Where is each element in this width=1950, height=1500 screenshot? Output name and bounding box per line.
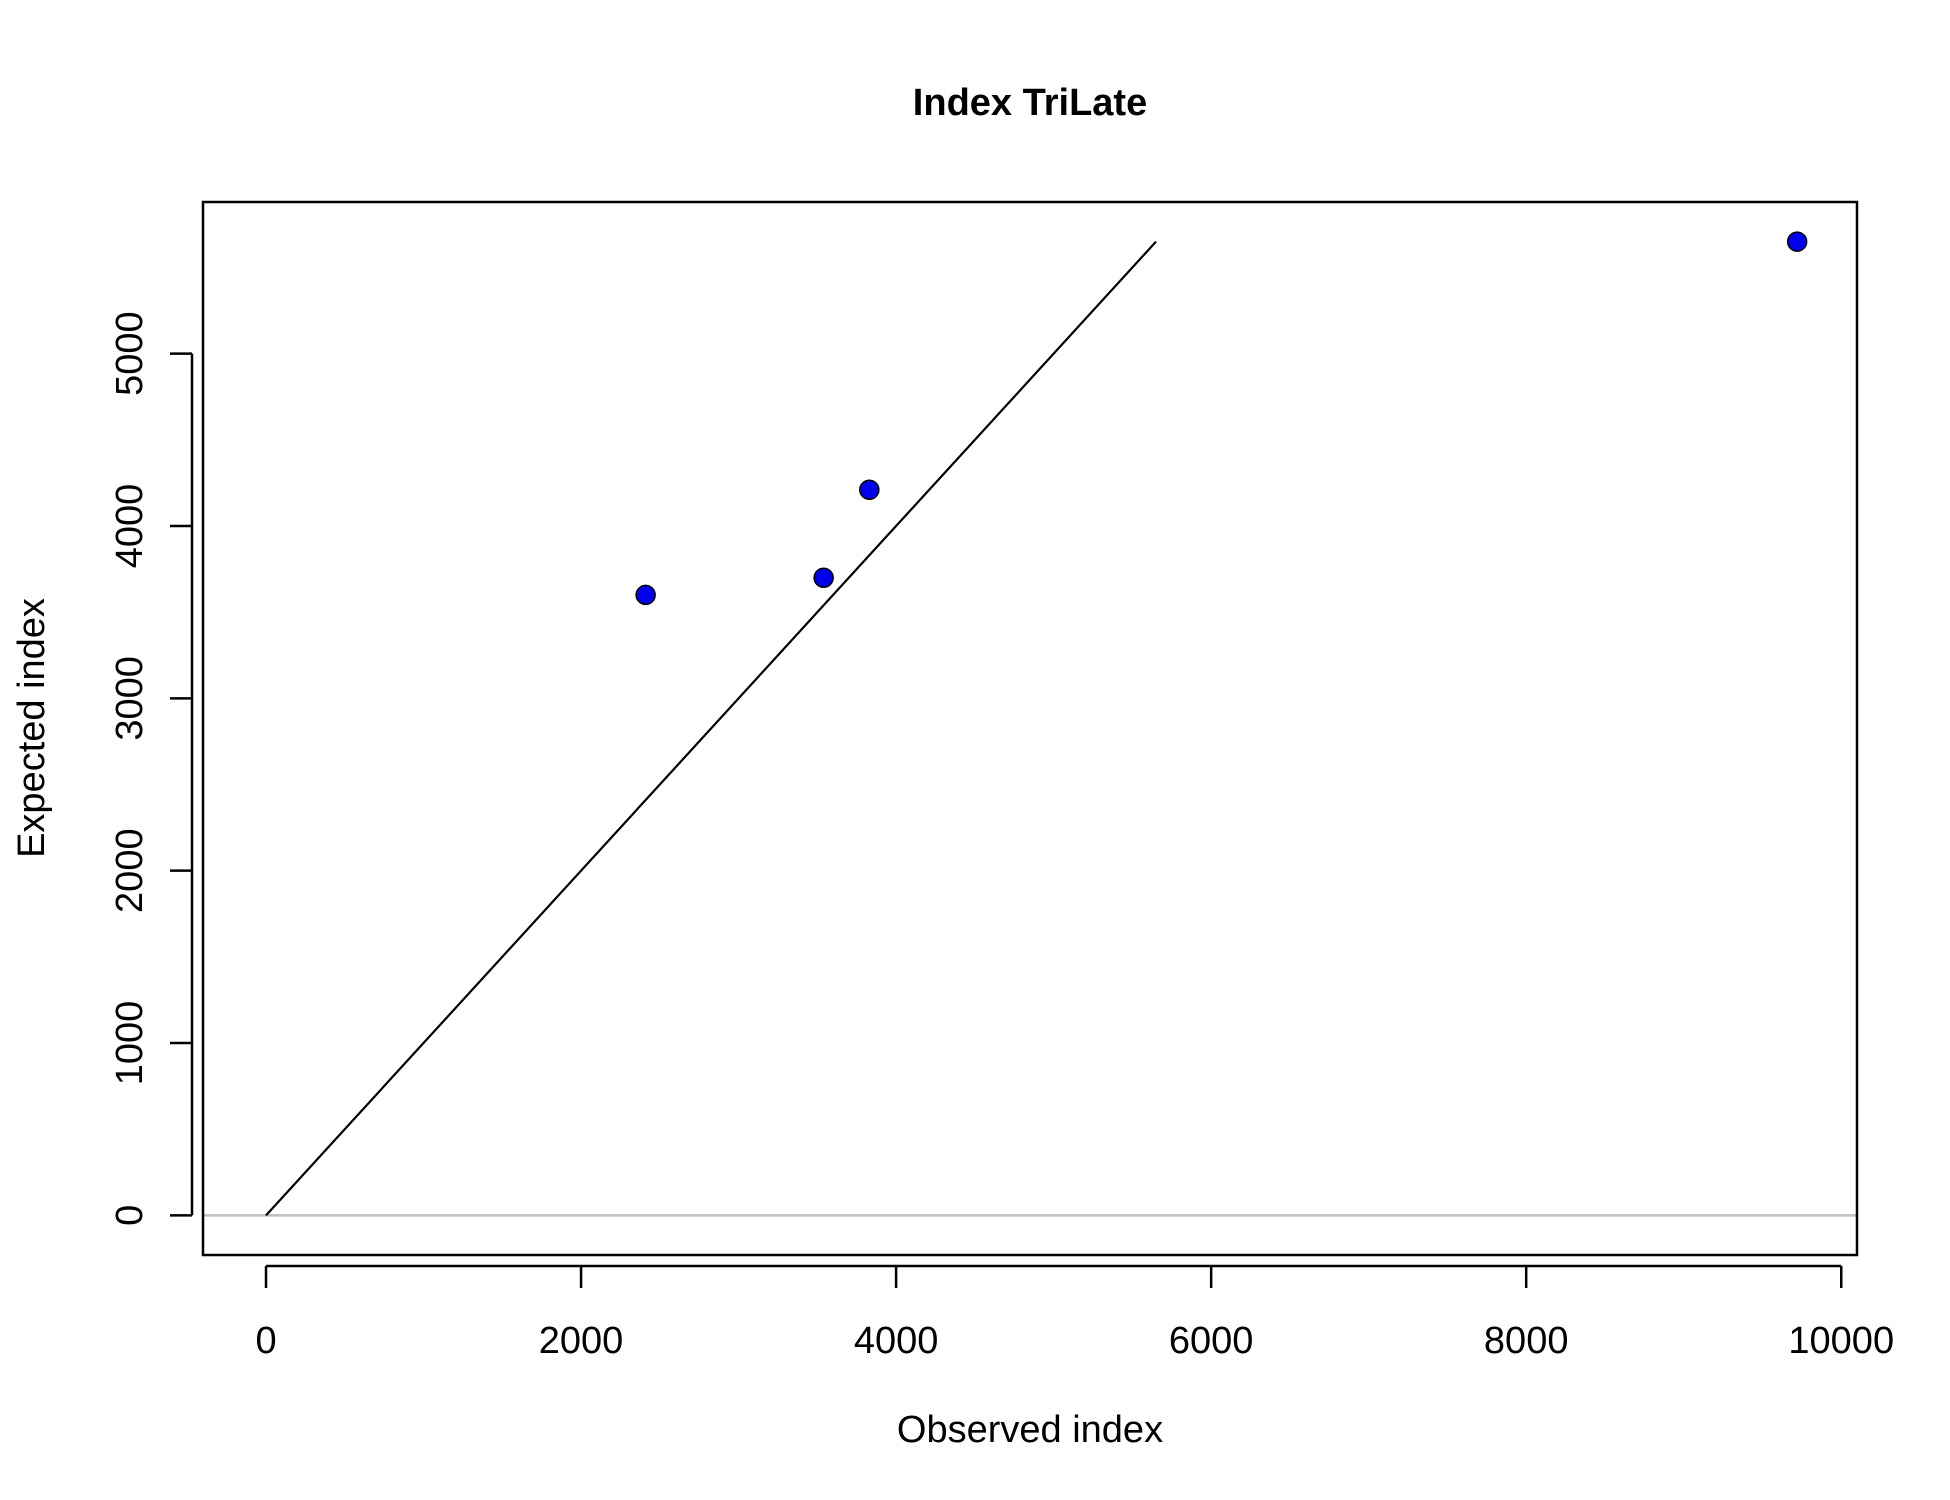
x-tick-label: 10000 xyxy=(1788,1320,1894,1362)
y-tick-label: 4000 xyxy=(109,484,151,569)
x-tick-label: 8000 xyxy=(1484,1320,1569,1362)
reference-line xyxy=(265,240,1157,1217)
x-tick-label: 0 xyxy=(255,1320,276,1362)
y-axis-label: Expected index xyxy=(11,598,53,858)
data-point xyxy=(813,567,834,588)
x-tick-label: 4000 xyxy=(854,1320,939,1362)
data-point xyxy=(635,584,656,606)
y-axis: 0 1000 2000 3000 4000 5000 xyxy=(109,311,194,1226)
y-tick-label: 2000 xyxy=(109,828,151,913)
x-tick-label: 2000 xyxy=(539,1320,624,1362)
data-point xyxy=(1786,231,1808,252)
y-tick-label: 1000 xyxy=(109,1001,151,1086)
chart-title: Index TriLate xyxy=(913,82,1147,124)
x-tick-label: 6000 xyxy=(1169,1320,1254,1362)
x-axis: 0 2000 4000 6000 8000 10000 xyxy=(255,1264,1894,1362)
plot-frame xyxy=(201,200,1859,1257)
y-tick-label: 3000 xyxy=(109,656,151,741)
data-point xyxy=(859,479,880,501)
points-layer xyxy=(635,231,1808,606)
y-tick-label: 5000 xyxy=(109,311,151,396)
y-tick-label: 0 xyxy=(109,1205,151,1226)
reference-line-layer xyxy=(265,240,1157,1217)
x-axis-label: Observed index xyxy=(897,1409,1163,1451)
